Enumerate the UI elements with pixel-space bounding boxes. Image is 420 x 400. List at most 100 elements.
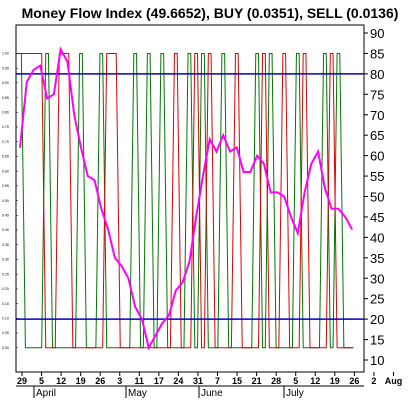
mfi-point bbox=[303, 191, 306, 194]
x-axis-tick-label: 19 bbox=[76, 376, 86, 386]
mfi-point bbox=[242, 171, 245, 173]
x-axis-tick-label: 5 bbox=[39, 376, 44, 386]
x-axis-tick-label: 5 bbox=[293, 376, 298, 386]
right-axis-tick-label: 55 bbox=[370, 169, 384, 184]
x-axis-tick-label: 19 bbox=[330, 376, 340, 386]
mfi-point bbox=[19, 146, 21, 149]
mfi-point bbox=[344, 216, 346, 218]
right-axis-tick-label: 45 bbox=[370, 210, 384, 225]
left-axis-tick-label: 0.35 bbox=[2, 243, 9, 247]
plot-area bbox=[15, 24, 365, 373]
left-axis-tick-label: 0.20 bbox=[2, 287, 9, 291]
mfi-point bbox=[188, 261, 190, 263]
right-axis-tick-label: 10 bbox=[370, 353, 384, 368]
mfi-point bbox=[87, 175, 89, 177]
mfi-point bbox=[317, 150, 319, 153]
right-axis-tick-label: 85 bbox=[370, 46, 384, 61]
left-axis-tick-label: 0.85 bbox=[2, 96, 9, 100]
mfi-point bbox=[297, 232, 299, 234]
right-axis-tick-label: 70 bbox=[370, 108, 384, 123]
mfi-point bbox=[134, 306, 136, 308]
mfi-point bbox=[114, 257, 116, 259]
left-axis-tick-label: 0.70 bbox=[2, 140, 9, 144]
left-axis-tick-label: 1.00 bbox=[2, 52, 9, 56]
mfi-point bbox=[256, 155, 258, 157]
mfi-series-line bbox=[19, 46, 353, 351]
month-label: April bbox=[36, 388, 56, 399]
right-axis-tick-label: 60 bbox=[370, 149, 384, 164]
mfi-point bbox=[127, 277, 130, 279]
mfi-point bbox=[202, 175, 204, 177]
mfi-point bbox=[148, 347, 150, 349]
left-axis-tick-label: 0.80 bbox=[2, 110, 9, 114]
x-axis-tick-label: 12 bbox=[310, 376, 320, 386]
x-axis-tick-label: 2 bbox=[371, 376, 376, 386]
mfi-point bbox=[209, 138, 211, 140]
mfi-point bbox=[100, 208, 102, 210]
mfi-point bbox=[168, 314, 170, 316]
left-axis-tick-label: 0.15 bbox=[2, 302, 9, 306]
left-axis-tick-label: 0.25 bbox=[2, 272, 9, 276]
mfi-point bbox=[107, 228, 109, 230]
right-axis-tick-label: 40 bbox=[370, 230, 384, 245]
mfi-point bbox=[263, 163, 265, 165]
mfi-point bbox=[283, 195, 285, 198]
mfi-point bbox=[236, 146, 238, 149]
month-label: May bbox=[128, 388, 147, 399]
x-axis-tick-label: 28 bbox=[271, 376, 281, 386]
mfi-point bbox=[53, 93, 55, 95]
right-axis-tick-label: 25 bbox=[370, 292, 384, 307]
left-axis-tick-label: 0.30 bbox=[2, 258, 9, 262]
right-axis-tick-label: 90 bbox=[370, 26, 384, 41]
right-axis-tick-label: 20 bbox=[370, 312, 384, 327]
mfi-point bbox=[32, 69, 35, 71]
mfi-point bbox=[60, 48, 62, 50]
mfi-point bbox=[276, 191, 279, 194]
left-axis-tick-label: 0.90 bbox=[2, 81, 9, 85]
mfi-point bbox=[290, 216, 292, 218]
mfi-point bbox=[161, 322, 163, 324]
left-axis-tick-label: 0.75 bbox=[2, 125, 9, 129]
left-axis-tick-label: 0.45 bbox=[2, 214, 9, 218]
mfi-point bbox=[229, 150, 231, 153]
left-axis-tick-label: 0.00 bbox=[2, 346, 9, 350]
mfi-point bbox=[73, 114, 75, 116]
mfi-point bbox=[331, 208, 333, 210]
right-axis-tick-label: 65 bbox=[370, 128, 384, 143]
mfi-point bbox=[46, 97, 48, 99]
left-axis-tick-label: 0.65 bbox=[2, 155, 9, 159]
right-axis-tick-label: 80 bbox=[370, 67, 384, 82]
x-axis-tick-label: 17 bbox=[154, 376, 164, 386]
mfi-point bbox=[195, 216, 197, 218]
mfi-point bbox=[80, 146, 82, 149]
right-axis-tick-label: 35 bbox=[370, 251, 384, 266]
left-axis-tick-label: 0.50 bbox=[2, 199, 9, 203]
x-axis-tick-label: 21 bbox=[252, 376, 262, 386]
right-axis-tick-label: 15 bbox=[370, 333, 384, 348]
month-label: July bbox=[286, 388, 304, 399]
left-axis-tick-label: 0.10 bbox=[2, 317, 9, 321]
mfi-point bbox=[154, 334, 157, 337]
mfi-point bbox=[93, 179, 96, 181]
mfi-point bbox=[175, 289, 177, 292]
x-axis-tick-label: Aug bbox=[385, 376, 403, 386]
left-axis-tick-label: 0.60 bbox=[2, 169, 9, 173]
x-axis-tick-label: 11 bbox=[135, 376, 145, 386]
x-axis-tick-label: 3 bbox=[117, 376, 122, 386]
x-axis-tick-label: 26 bbox=[95, 376, 105, 386]
right-axis-tick-label: 30 bbox=[370, 271, 384, 286]
mfi-point bbox=[66, 61, 69, 63]
mfi-point bbox=[182, 281, 184, 283]
x-axis-tick-label: 12 bbox=[56, 376, 66, 386]
left-axis-tick-label: 0.05 bbox=[2, 331, 9, 335]
axis-area: 10152025303540455055606570758085900.000.… bbox=[2, 26, 402, 399]
mfi-point bbox=[324, 187, 326, 189]
sell-series-line bbox=[16, 52, 354, 349]
mfi-point bbox=[337, 208, 340, 210]
left-axis-tick-label: 0.95 bbox=[2, 66, 9, 70]
x-axis-tick-label: 15 bbox=[232, 376, 242, 386]
mfi-point bbox=[215, 150, 218, 153]
mfi-point bbox=[270, 191, 272, 194]
mfi-point bbox=[141, 318, 143, 320]
